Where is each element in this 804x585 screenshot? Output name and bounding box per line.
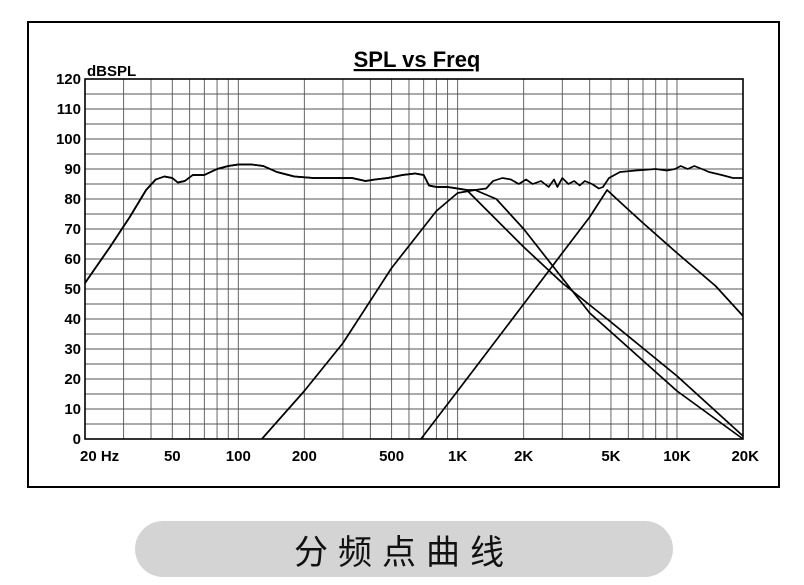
chart-frame: 0 10 20 30 40 50 60 70 80 90 100 110 120 20 Hz 50 100 20… [27,21,780,488]
spl-chart: 0 10 20 30 40 50 60 70 80 90 100 110 120 20 Hz 50 100 20… [56,47,759,465]
series-line-tweeter [420,189,744,440]
y-tick-label: 70 [64,221,81,238]
y-tick-label: 120 [56,71,81,88]
y-tick-label: 20 [64,371,81,388]
y-tick-label: 10 [64,401,81,418]
caption-text: 分频点曲线 [294,532,514,573]
series-line-midrange [261,189,744,440]
x-tick-label: 20K [731,448,759,465]
caption-pill: 分频点曲线 [135,521,673,577]
y-tick-label: 100 [56,131,81,148]
plot-border [84,78,744,440]
grid [84,78,744,440]
y-tick-label: 80 [64,191,81,208]
y-tick-label: 60 [64,251,81,268]
x-tick-label: 1K [448,448,467,465]
x-tick-label: 5K [601,448,620,465]
y-axis-label: dBSPL [87,63,136,80]
series-group [84,163,744,440]
y-tick-label: 110 [57,101,81,118]
x-tick-label: 200 [292,448,317,465]
x-tick-label: 500 [379,448,404,465]
y-tick-label: 40 [64,311,81,328]
axes: 0 10 20 30 40 50 60 70 80 90 100 110 120 20 Hz 50 100 20… [56,71,759,465]
y-tick-label: 50 [64,281,81,298]
y-tick-label: 30 [64,341,81,358]
x-tick-label: 20 Hz [80,448,119,465]
chart-title: SPL vs Freq [354,47,481,72]
x-tick-label: 100 [226,448,251,465]
y-tick-label: 0 [73,431,81,448]
series-line-woofer [84,163,744,437]
x-tick-label: 50 [164,448,181,465]
y-tick-label: 90 [64,161,81,178]
x-tick-label: 2K [514,448,533,465]
x-tick-label: 10K [663,448,691,465]
